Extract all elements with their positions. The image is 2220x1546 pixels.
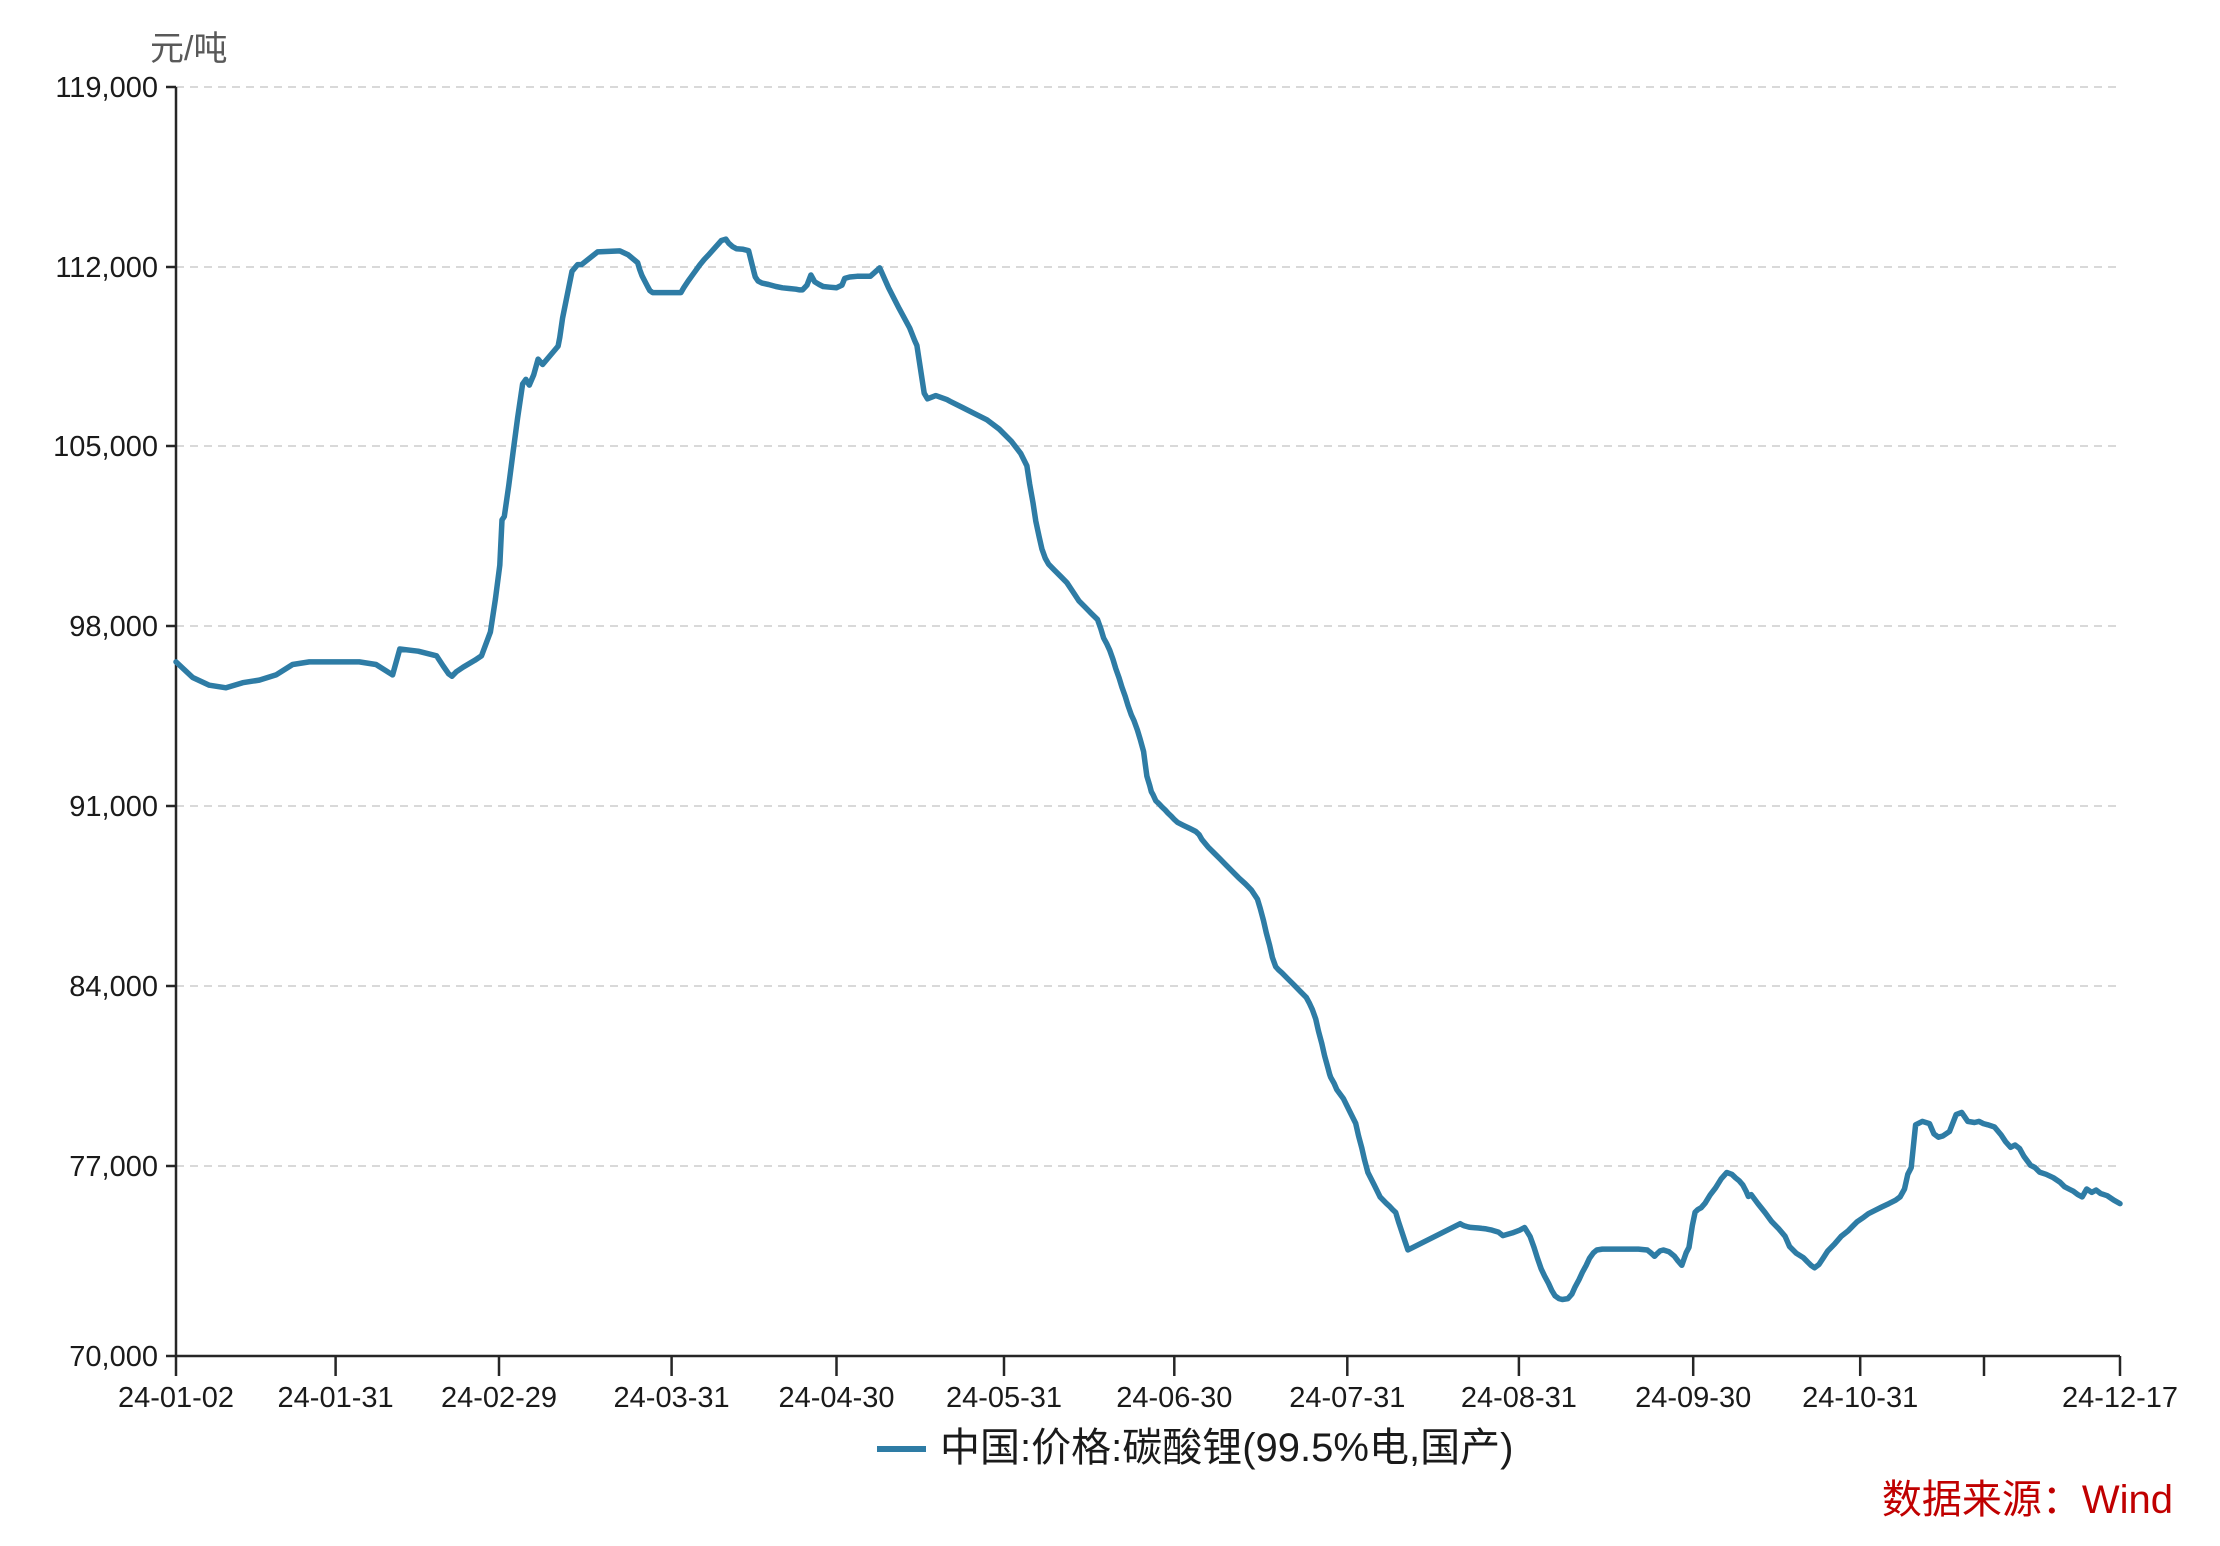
svg-text:24-01-02: 24-01-02: [118, 1382, 234, 1414]
svg-text:24-05-31: 24-05-31: [946, 1382, 1062, 1414]
svg-text:24-06-30: 24-06-30: [1116, 1382, 1232, 1414]
svg-text:24-04-30: 24-04-30: [778, 1382, 894, 1414]
svg-text:119,000: 119,000: [55, 72, 158, 104]
svg-text:84,000: 84,000: [69, 971, 158, 1003]
svg-text:24-02-29: 24-02-29: [441, 1382, 557, 1414]
svg-text:112,000: 112,000: [55, 252, 158, 284]
svg-text:24-09-30: 24-09-30: [1635, 1382, 1751, 1414]
svg-text:24-08-31: 24-08-31: [1461, 1382, 1577, 1414]
svg-text:91,000: 91,000: [69, 791, 158, 823]
svg-text:中国:价格:碳酸锂(99.5%电,国产): 中国:价格:碳酸锂(99.5%电,国产): [940, 1426, 1513, 1470]
svg-text:24-03-31: 24-03-31: [614, 1382, 730, 1414]
svg-text:70,000: 70,000: [69, 1341, 158, 1373]
svg-text:元/吨: 元/吨: [150, 30, 227, 68]
svg-text:105,000: 105,000: [53, 431, 158, 463]
svg-text:24-01-31: 24-01-31: [278, 1382, 394, 1414]
svg-text:77,000: 77,000: [69, 1151, 158, 1183]
svg-text:98,000: 98,000: [69, 611, 158, 643]
svg-text:24-12-17: 24-12-17: [2062, 1382, 2178, 1414]
svg-text:24-10-31: 24-10-31: [1802, 1382, 1918, 1414]
svg-text:24-07-31: 24-07-31: [1289, 1382, 1405, 1414]
svg-text:数据来源：Wind: 数据来源：Wind: [1882, 1478, 2173, 1522]
